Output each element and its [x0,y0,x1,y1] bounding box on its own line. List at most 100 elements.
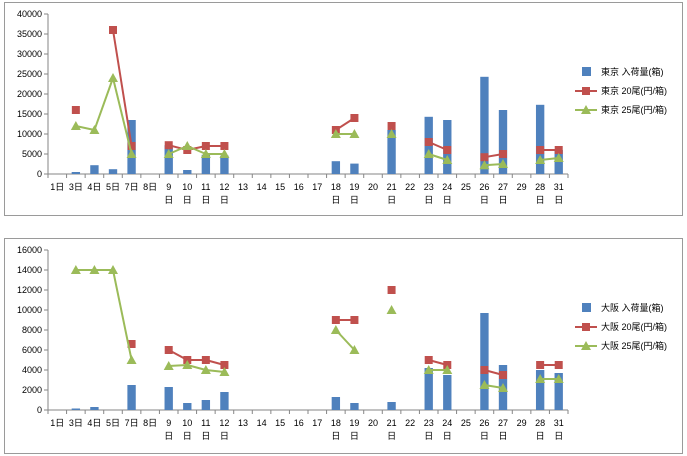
x-tick-label: 17 [312,418,322,428]
line-segment-price-25 [484,163,504,167]
x-tick-label: 23 [424,418,434,428]
x-tick-label: 7日 [125,418,139,428]
x-tick-label: 日 [201,195,210,205]
x-tick-label: 日 [164,195,173,205]
x-tick-label: 29 [517,182,527,192]
x-tick-label: 14 [257,418,267,428]
x-tick-label: 10 [182,182,192,192]
x-tick-label: 5日 [106,182,120,192]
point-price-20 [201,356,210,364]
x-tick-label: 10 [182,418,192,428]
point-price-25 [108,73,118,82]
point-price-25 [70,265,81,274]
point-price-20 [109,26,117,34]
bar-inbound-volume [443,375,452,410]
point-price-20 [164,346,173,354]
x-tick-label: 31 [554,182,564,192]
point-price-20 [480,153,489,162]
x-tick-label: 日 [480,431,489,441]
x-tick-label: 1日 [50,182,64,192]
x-tick-label: 26 [479,418,489,428]
x-tick-label: 16 [294,418,304,428]
x-tick-label: 21 [387,182,397,192]
point-price-25 [163,361,174,370]
line-segment-price-25 [112,269,133,361]
line-segment-price-25 [205,369,225,373]
point-price-20 [201,142,210,150]
x-tick-label: 日 [536,431,545,441]
legend-swatch-bar [582,67,591,76]
legend-marker-triangle [581,105,591,114]
x-tick-label: 28 [535,182,545,192]
legend-item: 東京 25尾(円/箱) [575,104,667,115]
point-price-25 [498,383,508,392]
x-tick-label: 11 [201,182,210,192]
point-price-25 [89,125,100,134]
x-tick-label: 21 [387,418,397,428]
point-price-25 [70,121,81,130]
x-tick-label: 16 [294,182,304,192]
x-tick-label: 9 [166,418,171,428]
bar-inbound-volume [71,172,81,174]
x-tick-label: 3日 [69,418,83,428]
y-tick-label: 6000 [22,345,42,355]
x-tick-label: 日 [220,195,229,205]
y-tick-label: 5000 [22,149,42,159]
point-price-25 [349,345,360,354]
legend-marker-square [582,87,590,95]
point-price-25 [442,365,453,374]
x-tick-label: 27 [498,418,508,428]
point-price-20 [536,361,545,369]
x-tick-label: 13 [238,182,248,192]
y-tick-label: 14000 [17,265,42,275]
y-tick-label: 4000 [22,365,42,375]
y-tick-label: 0 [37,169,42,179]
x-tick-label: 15 [275,418,285,428]
x-tick-label: 日 [498,431,507,441]
x-tick-label: 日 [183,431,192,441]
x-tick-label: 13 [238,418,248,428]
bar-inbound-volume [90,407,99,410]
legend-label: 東京 入荷量(箱) [601,66,664,77]
legend-item: 大阪 20尾(円/箱) [575,321,667,332]
x-tick-label: 日 [554,431,563,441]
x-tick-label: 20 [368,182,378,192]
x-tick-label: 22 [405,182,415,192]
bar-inbound-volume [535,370,545,410]
x-tick-label: 1日 [50,418,64,428]
x-tick-label: 7日 [125,182,139,192]
x-tick-label: 24 [442,418,452,428]
legend-label: 大阪 20尾(円/箱) [601,321,667,332]
line-segment-price-25 [93,77,114,131]
x-tick-label: 23 [424,182,434,192]
x-tick-label: 日 [554,195,563,205]
point-price-20 [387,122,396,130]
bar-inbound-volume [164,387,173,410]
x-tick-label: 12 [219,418,229,428]
y-tick-label: 8000 [22,325,42,335]
point-price-20 [536,146,545,154]
bar-inbound-volume [480,313,489,410]
osaka-chart-panel: 0 2000 4000 6000 8000 10000 12000 14000 16000 1日 3… [4,238,683,454]
bar-inbound-volume [201,154,211,174]
x-tick-label: 日 [331,195,340,205]
point-price-20 [424,138,433,146]
point-price-20 [499,150,507,158]
x-tick-label: 日 [480,195,489,205]
bar-inbound-volume [127,385,136,410]
x-tick-label: 25 [461,182,471,192]
y-tick-label: 10000 [17,305,42,315]
x-tick-label: 日 [201,431,210,441]
x-tick-label: 5日 [106,418,120,428]
x-tick-label: 日 [443,431,452,441]
y-tick-label: 30000 [17,49,42,59]
line-segment-price-25 [540,157,559,161]
x-tick-label: 12 [219,182,229,192]
x-tick-label: 29 [517,418,527,428]
x-tick-label: 17 [312,182,322,192]
bar-inbound-volume [554,373,563,410]
x-tick-label: 日 [350,431,359,441]
x-tick-label: 日 [424,195,433,205]
x-tick-label: 18 [331,418,341,428]
x-tick-label: 20 [368,418,378,428]
